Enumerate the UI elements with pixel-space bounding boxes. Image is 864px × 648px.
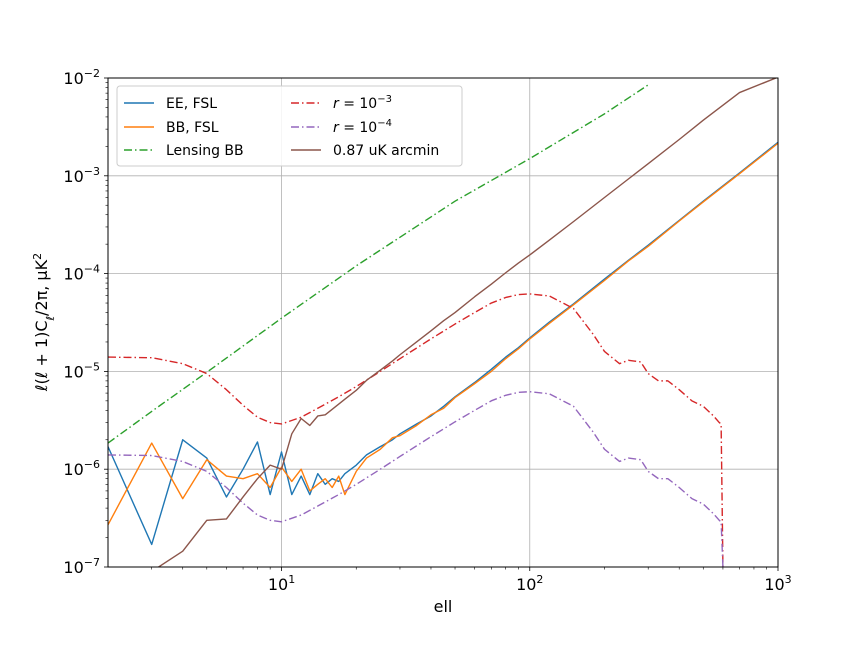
- y-tick-label: 10−5: [63, 360, 100, 381]
- legend-label: r = 10−4: [333, 118, 392, 136]
- legend-label: 0.87 uK arcmin: [333, 143, 439, 159]
- series-line-r-10-3: [108, 293, 724, 567]
- x-axis-label: ell: [434, 597, 453, 616]
- legend-label: r = 10−3: [333, 94, 392, 112]
- y-tick-label: 10−6: [63, 458, 100, 479]
- series-line-r-10-4: [108, 391, 724, 567]
- y-tick-label: 10−2: [63, 67, 100, 88]
- y-tick-label: 10−4: [63, 263, 100, 284]
- x-tick-label: 103: [764, 573, 791, 594]
- legend: EE, FSL BB, FSL Lensing BB r = 10−3 r = 10−4…: [116, 85, 463, 167]
- plot-frame: [107, 77, 779, 568]
- series-line-0-87-uk-arcmin: [157, 78, 778, 567]
- x-tick-label: 101: [268, 573, 295, 594]
- legend-label: EE, FSL: [166, 96, 217, 112]
- y-axis-label: ℓ(ℓ + 1)Cℓ/2π, μK2: [31, 253, 57, 392]
- plot-area: [108, 78, 778, 567]
- legend-label: Lensing BB: [166, 143, 244, 159]
- x-tick-label: 102: [516, 573, 543, 594]
- y-tick-label: 10−7: [63, 556, 100, 577]
- series-line-bb-fsl: [108, 142, 778, 526]
- axis-ticks: 101 102 103 10−7 10−6 10−5 10−4 10−3 10−2: [63, 67, 791, 594]
- legend-label: BB, FSL: [166, 120, 219, 136]
- y-tick-label: 10−3: [63, 165, 100, 186]
- legend-box: [116, 85, 463, 167]
